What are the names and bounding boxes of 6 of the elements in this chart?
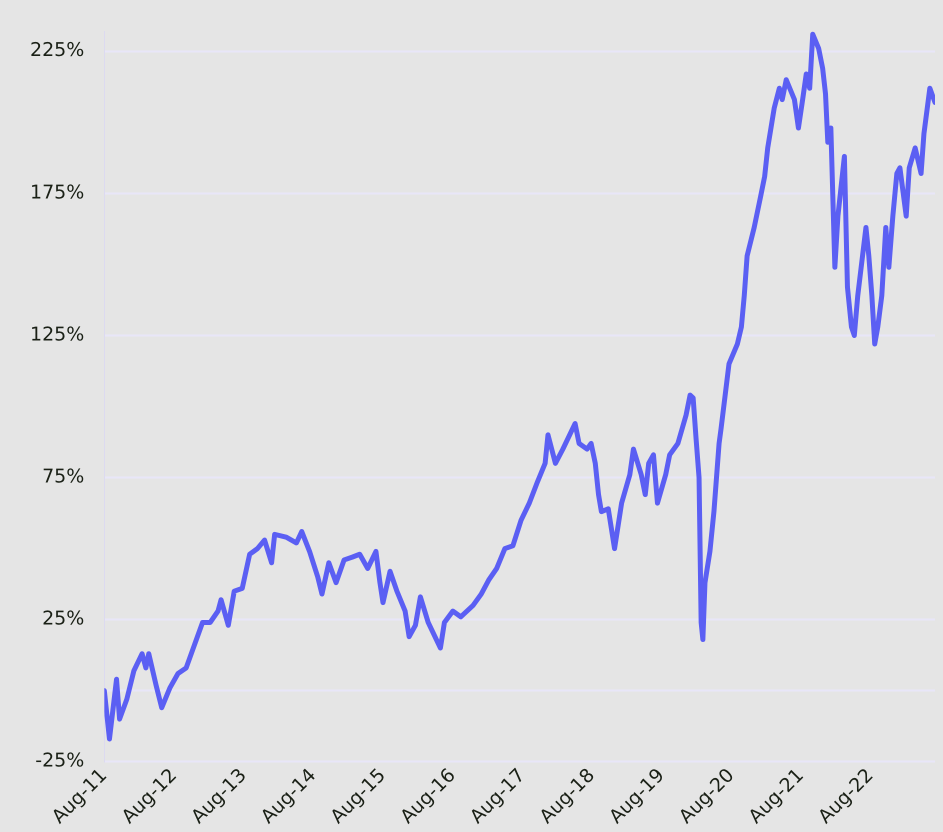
y-tick-label: 25% — [42, 608, 84, 630]
y-tick-label: -25% — [35, 750, 84, 772]
y-tick-label: 225% — [30, 39, 84, 62]
y-tick-label: 125% — [30, 323, 84, 346]
y-tick-label: 175% — [30, 181, 84, 204]
y-tick-label: 75% — [42, 465, 84, 488]
